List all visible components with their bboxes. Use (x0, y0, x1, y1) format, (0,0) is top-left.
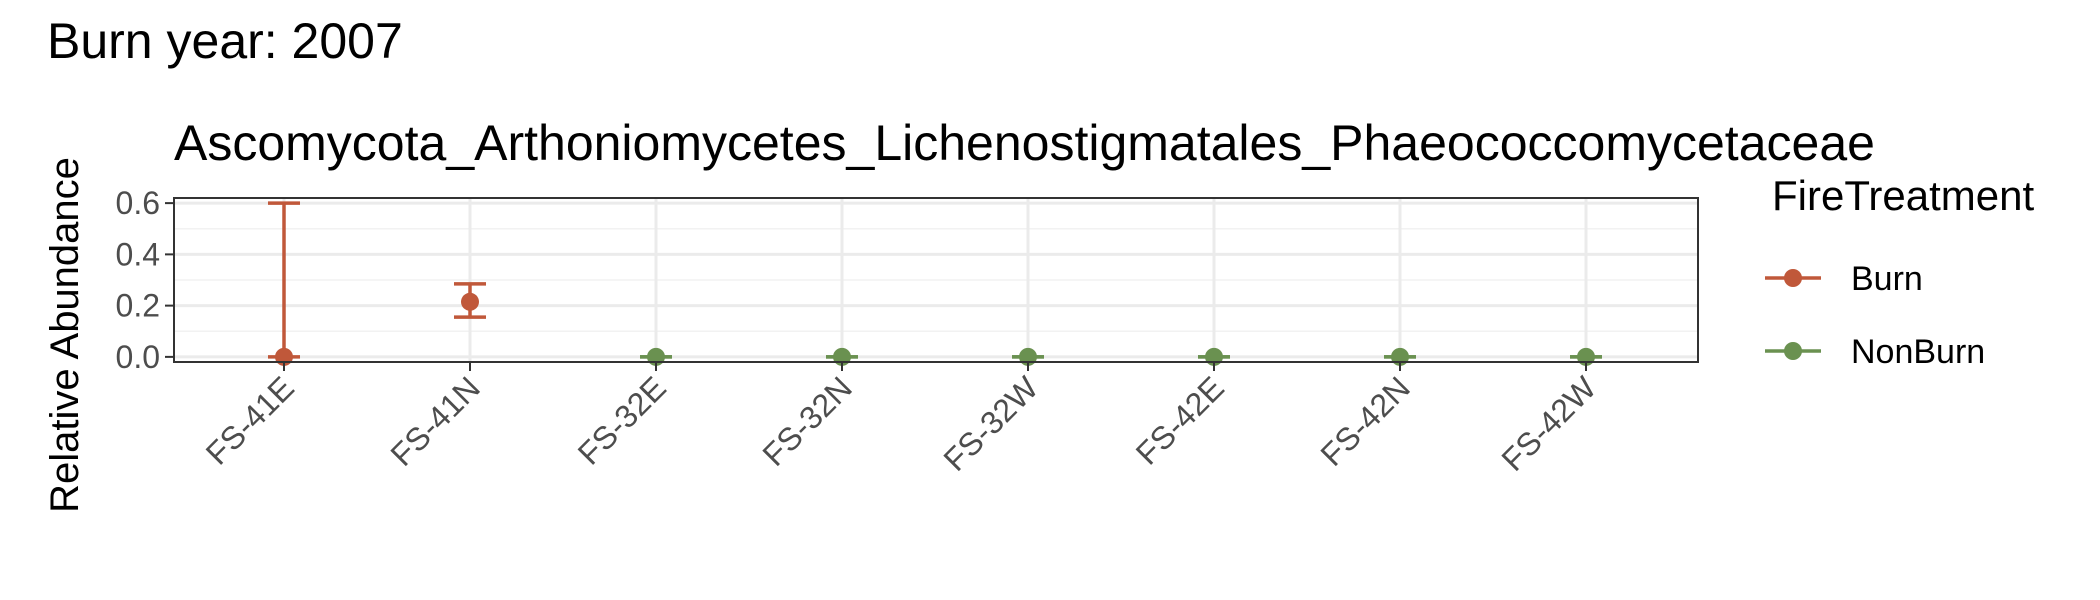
legend-key-point (1784, 342, 1802, 360)
series-burn (268, 201, 486, 366)
y-tick-label: 0.0 (116, 339, 160, 375)
chart-title: Ascomycota_Arthoniomycetes_Lichenostigma… (174, 115, 1875, 171)
legend-label: Burn (1851, 260, 1923, 298)
figure-title: Burn year: 2007 (47, 13, 403, 69)
legend-title: FireTreatment (1772, 172, 2035, 219)
y-axis: 0.0 0.2 0.4 0.6 (116, 185, 174, 375)
y-axis-title: Relative Abundance (43, 157, 87, 513)
y-tick-label: 0.2 (116, 288, 160, 324)
y-tick-label: 0.6 (116, 185, 160, 221)
legend-label: NonBurn (1851, 333, 1985, 371)
legend-keys: Burn NonBurn (1765, 260, 1985, 371)
legend-key-nonburn: NonBurn (1765, 333, 1985, 371)
legend: FireTreatment Burn NonBurn (1765, 172, 2035, 371)
plot-panel-border (173, 197, 1699, 363)
y-tick-label: 0.4 (116, 236, 160, 272)
legend-key-burn: Burn (1765, 260, 1923, 298)
gridlines (174, 198, 1698, 362)
legend-key-point (1784, 269, 1802, 287)
data-point (461, 292, 479, 311)
